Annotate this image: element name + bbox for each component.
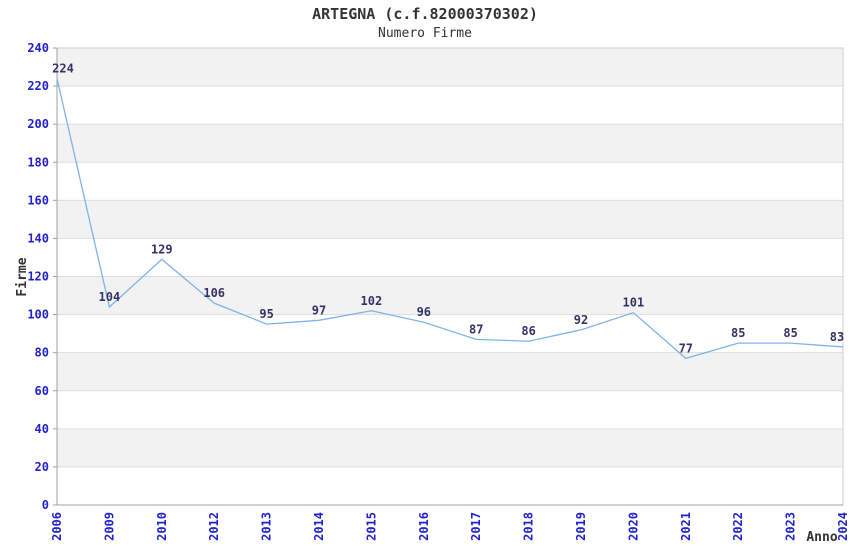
y-tick-label: 180 xyxy=(27,155,49,169)
plot-band xyxy=(57,276,843,315)
chart-subtitle: Numero Firme xyxy=(378,26,472,41)
data-point-label: 129 xyxy=(151,242,173,256)
y-tick-label: 60 xyxy=(35,384,49,398)
data-point-label: 77 xyxy=(679,341,693,355)
x-tick-label: 2017 xyxy=(469,512,483,541)
x-tick-label: 2019 xyxy=(574,512,588,541)
y-tick-label: 20 xyxy=(35,460,49,474)
data-point-label: 87 xyxy=(469,322,483,336)
y-tick-label: 80 xyxy=(35,346,49,360)
y-tick-label: 120 xyxy=(27,270,49,284)
data-point-label: 85 xyxy=(783,326,797,340)
y-tick-label: 200 xyxy=(27,117,49,131)
y-tick-label: 100 xyxy=(27,308,49,322)
x-tick-label: 2009 xyxy=(102,512,116,541)
plot-band xyxy=(57,124,843,163)
x-tick-label: 2012 xyxy=(207,512,221,541)
x-tick-label: 2013 xyxy=(260,512,274,541)
y-tick-label: 40 xyxy=(35,422,49,436)
chart-title: ARTEGNA (c.f.82000370302) xyxy=(312,5,538,23)
y-tick-label: 220 xyxy=(27,79,49,93)
data-point-label: 106 xyxy=(203,286,225,300)
y-tick-label: 240 xyxy=(27,41,49,55)
x-tick-label: 2010 xyxy=(155,512,169,541)
x-tick-label: 2014 xyxy=(312,512,326,541)
plot-band xyxy=(57,48,843,87)
x-tick-label: 2021 xyxy=(679,512,693,541)
y-tick-label: 140 xyxy=(27,231,49,245)
x-tick-label: 2006 xyxy=(50,512,64,541)
data-point-label: 104 xyxy=(99,290,121,304)
data-point-label: 102 xyxy=(361,294,383,308)
x-tick-label: 2020 xyxy=(626,512,640,541)
x-tick-label: 2018 xyxy=(522,512,536,541)
series-line xyxy=(56,78,844,360)
data-point-label: 224 xyxy=(52,61,74,75)
x-tick-label: 2024 xyxy=(836,512,850,541)
plot-band xyxy=(57,428,843,467)
data-point-label: 101 xyxy=(623,296,645,310)
data-point-label: 83 xyxy=(830,330,844,344)
data-point-label: 96 xyxy=(417,305,431,319)
x-tick-label: 2022 xyxy=(731,512,745,541)
data-point-label: 92 xyxy=(574,313,588,327)
data-point-label: 86 xyxy=(521,324,535,338)
y-axis-title: Firme xyxy=(15,257,30,296)
y-tick-label: 160 xyxy=(27,193,49,207)
y-tick-label: 0 xyxy=(42,498,49,512)
x-tick-label: 2016 xyxy=(417,512,431,541)
data-point-label: 95 xyxy=(259,307,273,321)
plot-band xyxy=(57,352,843,391)
data-point-label: 97 xyxy=(312,303,326,317)
plot-band xyxy=(57,200,843,239)
x-tick-label: 2015 xyxy=(364,512,378,541)
x-axis-title: Anno xyxy=(806,530,837,545)
x-tick-label: 2023 xyxy=(784,512,798,541)
data-point-label: 85 xyxy=(731,326,745,340)
